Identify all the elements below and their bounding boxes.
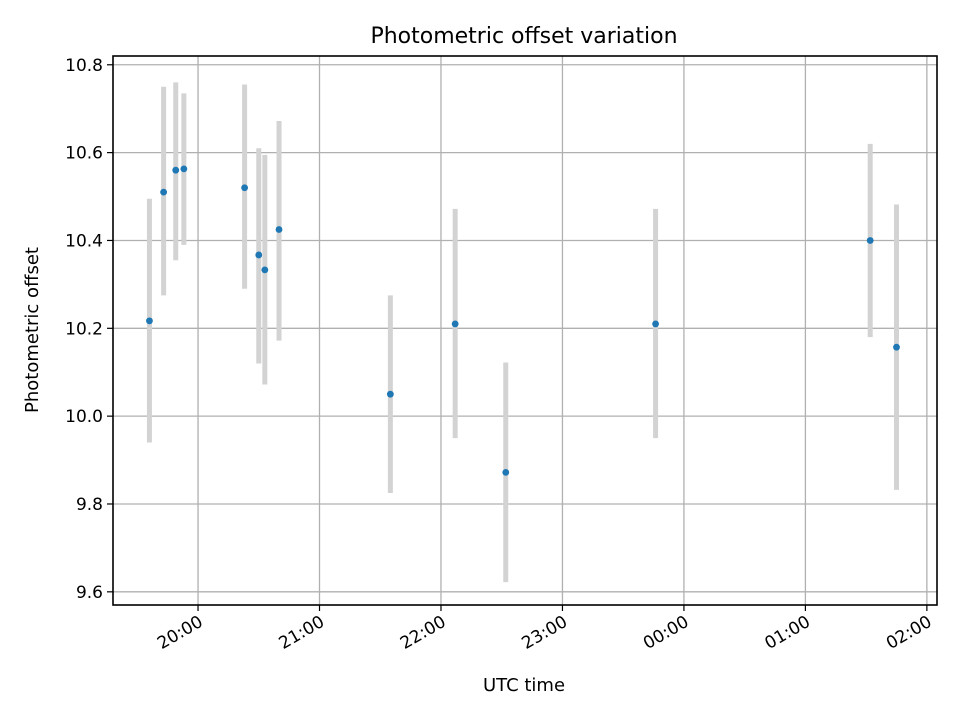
data-point — [180, 165, 188, 173]
data-points — [146, 165, 900, 476]
x-tick-label: 00:00 — [640, 612, 692, 654]
data-point — [652, 320, 659, 328]
data-point — [386, 390, 394, 398]
error-bars — [146, 82, 900, 583]
data-point — [893, 343, 900, 351]
data-point — [255, 251, 263, 259]
data-point — [866, 237, 874, 244]
data-point — [172, 166, 180, 174]
y-tick-label: 9.8 — [76, 495, 103, 515]
y-tick-label: 10.2 — [65, 319, 103, 339]
y-tick-label: 10.8 — [65, 56, 103, 76]
x-tick-label: 02:00 — [883, 612, 935, 654]
data-point — [502, 468, 510, 476]
data-point — [261, 266, 269, 274]
x-tick-label: 23:00 — [519, 612, 571, 654]
data-point — [275, 226, 283, 233]
y-tick-label: 10.0 — [65, 407, 103, 427]
data-point — [146, 317, 153, 325]
data-point — [241, 184, 248, 192]
x-tick-label: 20:00 — [154, 612, 206, 654]
y-tick-labels: 9.6 9.8 10.0 10.2 10.4 10.6 10.8 — [65, 56, 103, 603]
data-point — [451, 320, 459, 328]
y-tick-label: 9.6 — [76, 583, 103, 603]
plot-frame — [112, 55, 938, 606]
y-tick-label: 10.6 — [65, 144, 103, 164]
x-tick-label: 21:00 — [276, 612, 328, 654]
grid — [113, 56, 937, 605]
data-point — [160, 188, 168, 196]
axis-ticks — [107, 64, 928, 611]
chart-title: Photometric offset variation — [370, 24, 677, 49]
x-axis-label: UTC time — [483, 675, 565, 696]
y-axis-label: Photometric offset — [22, 247, 43, 413]
x-tick-labels: 20:00 21:00 22:00 23:00 00:00 01:00 02:00 — [154, 612, 935, 654]
x-tick-label: 01:00 — [761, 612, 813, 654]
x-tick-label: 22:00 — [397, 612, 449, 654]
y-tick-label: 10.4 — [65, 231, 103, 251]
